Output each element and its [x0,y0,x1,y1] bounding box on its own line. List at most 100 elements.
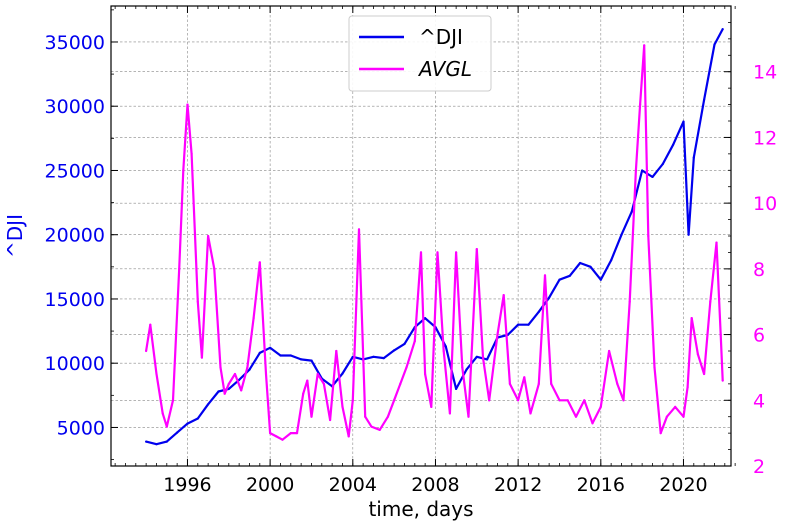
legend-label-dji: ^DJI [419,25,463,49]
data-point-dji [527,323,530,326]
data-point-avgl [709,300,712,303]
data-point-dji [279,354,282,357]
data-point-avgl [302,392,305,395]
data-point-avgl [448,412,451,415]
data-point-avgl [310,415,313,418]
data-point-dji [687,233,690,236]
legend-box [348,15,492,92]
data-point-avgl [599,405,602,408]
data-point-avgl [537,382,540,385]
data-point-avgl [608,349,611,353]
data-point-avgl [149,323,152,326]
data-point-dji [186,422,189,425]
data-point-avgl [696,353,700,356]
data-point-avgl [281,438,284,441]
left-y-tick-label: 30000 [45,96,105,118]
data-point-avgl [628,300,631,303]
data-point-dji [661,162,664,166]
data-point-avgl [496,333,499,336]
data-point-avgl [207,234,210,238]
data-point-avgl [233,372,237,376]
data-point-avgl [364,415,367,418]
data-point-avgl [155,372,158,376]
data-point-avgl [322,382,325,385]
data-point-dji [672,143,675,146]
data-point-dji [444,345,447,348]
data-point-avgl [196,300,199,303]
data-point-avgl [295,432,299,435]
data-point-dji [207,403,210,406]
left-y-tick-label: 10000 [45,353,105,375]
data-point-dji [517,323,520,326]
data-point-dji [703,98,706,101]
data-point-dji [165,440,168,443]
data-point-avgl [442,349,445,353]
data-point-dji [713,43,716,46]
data-point-avgl [653,366,656,369]
data-point-dji [196,417,199,420]
data-point-avgl [703,372,706,376]
data-point-avgl [264,372,268,376]
data-point-dji [176,431,179,434]
data-point-dji [382,357,385,360]
right-y-tick-label: 2 [753,456,765,478]
data-point-avgl [171,399,175,402]
data-point-dji [403,342,406,345]
data-point-dji [651,175,654,178]
data-point-avgl [517,399,520,402]
data-point-avgl [659,432,662,435]
data-point-avgl [647,234,650,238]
data-point-avgl [481,356,485,359]
data-point-avgl [674,405,677,408]
data-point-dji [589,265,592,268]
data-point-avgl [399,382,402,385]
data-point-avgl [161,412,164,415]
axis-ticks [111,5,736,467]
data-point-dji [289,354,292,357]
data-point-dji [475,355,478,358]
x-tick-label: 2012 [494,474,542,496]
data-point-avgl [616,382,619,385]
data-point-avgl [357,228,361,231]
right-y-tick-label: 14 [753,62,777,84]
data-point-avgl [413,340,416,343]
data-point-avgl [186,103,189,106]
data-point-avgl [316,372,319,376]
data-point-avgl [634,169,638,172]
data-point-avgl [178,267,181,270]
right-y-tick-label: 12 [753,127,777,149]
x-tick-label: 2008 [411,474,459,496]
data-point-avgl [665,415,669,418]
data-point-avgl [690,317,693,320]
data-point-avgl [306,379,309,382]
data-point-avgl [430,405,433,408]
right-y-tick-label: 4 [753,390,765,412]
legend: ^DJI AVGL [348,15,492,92]
data-point-avgl [436,251,439,254]
data-point-avgl [182,169,185,172]
data-point-avgl [246,366,249,369]
left-y-tick-label: 15000 [45,289,105,311]
data-point-avgl [719,333,722,336]
data-point-avgl [219,366,222,369]
data-point-dji [341,372,344,375]
data-point-avgl [240,389,243,392]
data-point-avgl [258,261,261,264]
data-point-avgl [583,399,586,402]
data-point-dji [217,390,220,393]
data-point-dji [372,355,375,358]
data-point-avgl [639,103,642,106]
data-point-avgl [574,415,578,418]
data-point-dji [682,120,685,123]
left-y-tick-label: 35000 [45,32,105,54]
data-point-dji [548,296,551,299]
data-point-avgl [252,317,255,320]
data-point-dji [568,274,571,277]
data-point-avgl [475,248,478,251]
x-axis-label: time, days [368,497,473,521]
data-point-avgl [558,399,561,402]
data-point-dji [310,359,313,362]
data-point-avgl [386,415,389,418]
data-point-avgl [378,428,381,431]
